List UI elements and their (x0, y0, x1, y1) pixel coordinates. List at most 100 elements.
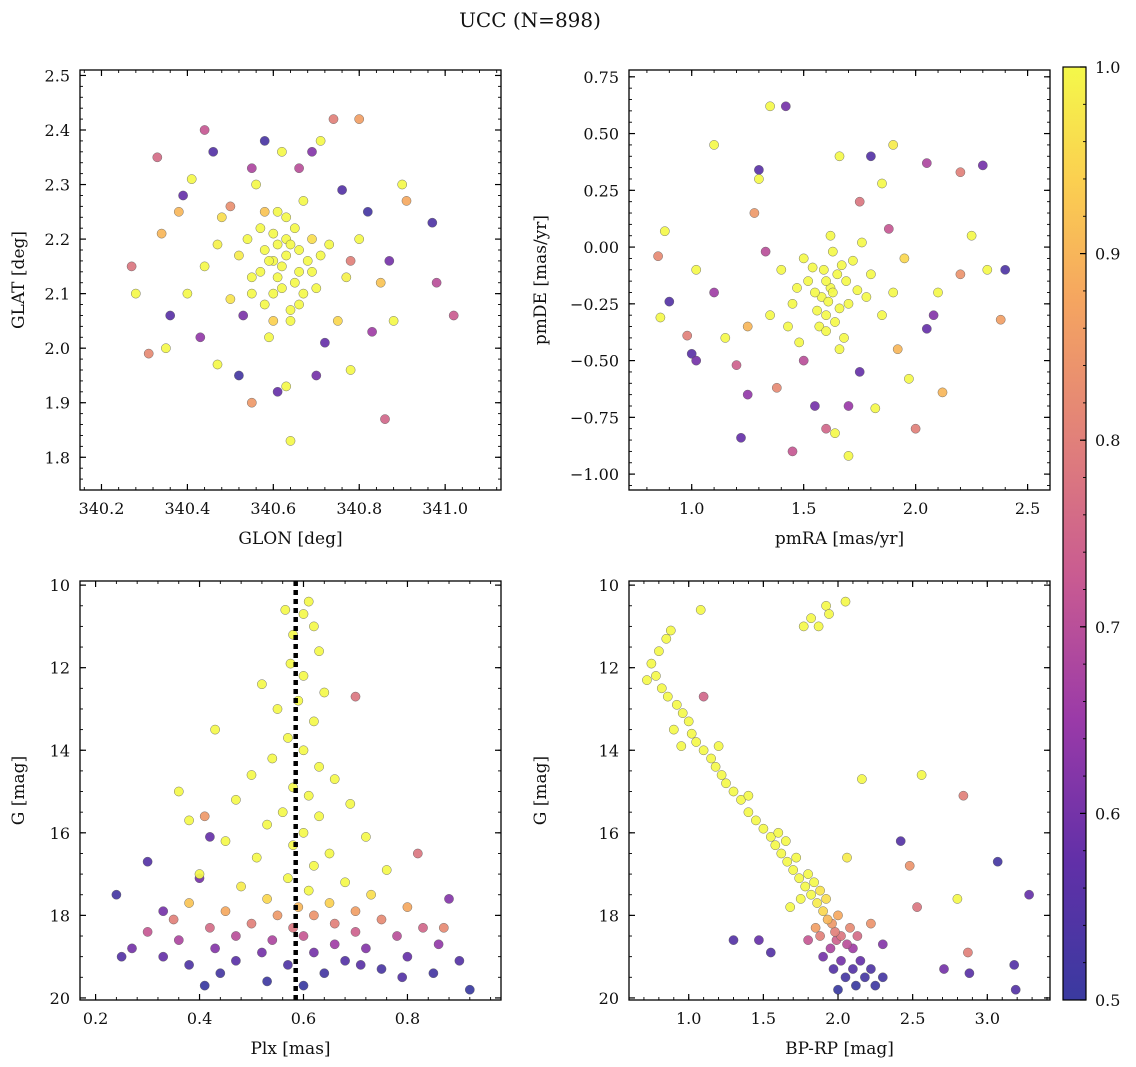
data-point (184, 815, 194, 826)
data-point (116, 951, 127, 962)
data-point (329, 774, 340, 784)
data-point (225, 201, 236, 212)
data-point (309, 621, 319, 632)
data-point (337, 185, 347, 195)
data-point (664, 296, 675, 307)
data-point (259, 245, 270, 255)
data-point (142, 856, 153, 867)
data-point (736, 432, 746, 443)
data-point (199, 811, 210, 822)
data-point (298, 745, 309, 756)
data-point (904, 861, 915, 871)
data-point (798, 621, 809, 632)
data-point (800, 881, 811, 892)
data-point (765, 101, 775, 112)
data-point (995, 314, 1006, 325)
data-point (126, 261, 137, 272)
data-point (749, 208, 760, 218)
data-point (720, 333, 731, 343)
x-tick-label: 0.4 (187, 1009, 212, 1028)
data-point (341, 272, 352, 283)
data-point (464, 984, 475, 995)
data-point (754, 165, 764, 175)
data-point (246, 163, 257, 173)
data-point (428, 968, 439, 979)
x-tick-label: 340.6 (250, 499, 296, 518)
data-point (843, 401, 854, 411)
data-point (788, 865, 799, 875)
y-axis-label: G [mag] (531, 756, 551, 825)
data-point (922, 323, 932, 334)
data-point (251, 852, 262, 863)
y-tick-label: −0.75 (570, 408, 619, 427)
data-point (785, 902, 796, 912)
data-point (743, 807, 754, 818)
data-point (225, 294, 236, 304)
data-point (255, 266, 266, 277)
x-tick-label: 1.0 (676, 1009, 701, 1028)
y-tick-label: 1.9 (45, 394, 70, 413)
data-point (362, 206, 373, 217)
y-tick-label: 2.3 (45, 176, 70, 195)
data-point (814, 321, 825, 332)
data-point (262, 894, 272, 904)
data-point (438, 923, 449, 933)
data-point (366, 889, 376, 900)
panel-pmra-pmde: 1.0 1.5 2.0 2.5 −1.00 −0.75 −0.50 −0.25 0.00 0.25… (531, 68, 1051, 549)
data-point (955, 269, 966, 280)
data-point (294, 266, 304, 277)
data-point (314, 646, 324, 657)
data-point (992, 856, 1003, 867)
data-point (821, 310, 831, 321)
data-point (683, 716, 694, 727)
axes-frame (79, 580, 502, 1001)
data-point (205, 832, 215, 842)
data-point (319, 687, 330, 698)
data-point (666, 625, 676, 636)
data-point (888, 140, 899, 150)
data-point (448, 310, 459, 321)
data-point (272, 206, 283, 217)
y-tick-label: −1.00 (570, 465, 619, 484)
data-point (262, 819, 272, 830)
y-tick-label: 0.00 (583, 238, 619, 257)
data-point (340, 956, 350, 966)
data-point (845, 923, 855, 933)
data-point (821, 276, 831, 286)
data-point (268, 228, 279, 239)
data-point (246, 397, 257, 408)
data-point (294, 299, 304, 310)
x-tick-label: 1.0 (679, 499, 704, 518)
data-point (311, 370, 322, 381)
data-point (212, 239, 223, 250)
data-point (361, 832, 371, 842)
data-point (830, 317, 840, 327)
data-point (315, 136, 326, 146)
data-point (303, 790, 314, 801)
data-point (111, 889, 122, 900)
data-point (173, 206, 184, 217)
data-point (127, 943, 137, 954)
data-point (361, 943, 371, 954)
x-tick-label: 2.5 (1015, 499, 1040, 518)
y-tick-label: 14 (50, 741, 70, 760)
data-point (904, 373, 914, 384)
data-point (851, 980, 861, 991)
data-point (307, 146, 317, 157)
y-tick-label: 18 (599, 906, 619, 925)
data-point (259, 206, 270, 217)
data-point (298, 980, 309, 991)
x-tick-label: 0.2 (83, 1009, 108, 1028)
data-point (682, 330, 693, 341)
colorbar-gradient (1062, 66, 1087, 1001)
y-tick-label: 16 (599, 824, 619, 843)
x-tick-label: 340.4 (164, 499, 210, 518)
y-axis-label: GLAT [deg] (9, 231, 29, 329)
points-pmra-pmde (653, 101, 1011, 461)
data-point (899, 253, 910, 264)
data-point (754, 935, 764, 945)
x-tick-label: 0.6 (291, 1009, 316, 1028)
data-point (259, 299, 270, 310)
data-point (776, 264, 787, 275)
data-point (376, 964, 387, 974)
